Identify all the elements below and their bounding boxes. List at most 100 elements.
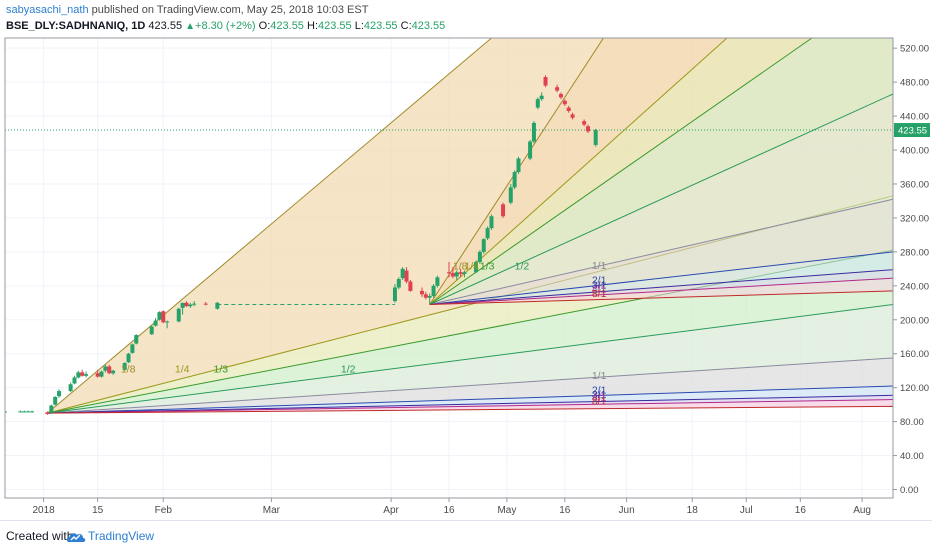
y-tick-label: 240.00	[900, 281, 929, 292]
candle-body	[423, 294, 428, 298]
candle-body	[462, 272, 467, 274]
last-price: 423.55	[148, 20, 183, 32]
fan-label: 8/1	[592, 288, 607, 300]
candle-body	[176, 308, 181, 322]
x-tick-label: May	[497, 505, 516, 516]
y-tick-label: 280.00	[900, 247, 929, 258]
x-tick-label: 16	[559, 505, 571, 516]
candle-body	[458, 272, 463, 274]
candle-body	[570, 114, 575, 118]
candle-body	[431, 285, 436, 297]
last-price-tag	[894, 123, 930, 138]
fan-line	[429, 269, 893, 305]
fan-label: 1/2	[515, 261, 530, 273]
candle-body	[447, 272, 451, 274]
candle-body	[404, 270, 409, 282]
candle-body	[107, 366, 112, 374]
candle-body	[165, 321, 170, 323]
candle-body	[80, 372, 85, 376]
candle-body	[72, 377, 77, 384]
candle-body	[57, 391, 62, 397]
y-tick-label: 40.00	[900, 451, 924, 462]
candle-body	[558, 94, 563, 98]
candle-body	[103, 366, 108, 371]
gann-fans	[47, 38, 893, 414]
x-tick-label: 2018	[32, 505, 55, 516]
published-text: published on TradingView.com, May 25, 20…	[88, 4, 369, 16]
candle-body	[516, 158, 521, 173]
candle-body	[531, 122, 536, 142]
candle-body	[26, 411, 31, 413]
fan-label: 1/4	[175, 363, 190, 375]
candle-body	[95, 373, 100, 377]
fan-label: 1/1	[592, 370, 607, 382]
fan-label: 4/1	[592, 284, 607, 296]
y-tick-label: 400.00	[900, 146, 929, 157]
candle-body	[396, 279, 401, 288]
fan-line	[429, 251, 893, 305]
candlestick-chart[interactable]: 1/8 1/4 1/3 1/21/12/13/14/18/11/81/4 1/3 1/2 1…	[0, 0, 932, 520]
low-value: 423.55	[363, 20, 398, 32]
candle-body	[489, 216, 494, 229]
candle-body	[68, 384, 73, 392]
candle-body	[508, 187, 513, 203]
candle-body	[18, 411, 23, 413]
x-tick-label: Jun	[619, 505, 635, 516]
candle-body	[157, 312, 162, 320]
fan-label: 8/1	[592, 396, 607, 408]
candle-body	[485, 228, 490, 239]
candle-body	[585, 126, 590, 132]
tradingview-cloud-icon	[66, 533, 86, 542]
candle-body	[408, 281, 413, 291]
fan-label: 1/1	[592, 260, 607, 272]
last-price-tag-label: 423.55	[898, 126, 927, 137]
fan-labels: 1/8 1/4 1/3 1/21/12/13/14/18/11/81/4 1/3 1/2 1…	[121, 260, 607, 408]
x-tick-label: 15	[92, 505, 104, 516]
fan-line	[47, 405, 893, 414]
candle-body	[392, 287, 397, 302]
y-tick-label: 120.00	[900, 383, 929, 394]
created-with-text: Created with	[6, 529, 74, 543]
y-axis[interactable]: 0.00 40.00 80.00 120.00 160.00 200.00 240.00 28…	[893, 44, 929, 496]
price-change: +8.30 (+2%)	[195, 20, 256, 32]
chart-header: sabyasachi_nath published on TradingView…	[6, 2, 926, 36]
symbol-name: BSE_DLY:SADHNANIQ, 1D	[6, 20, 146, 32]
candle-body	[53, 397, 58, 405]
fan-label: 1/2	[341, 363, 356, 375]
candle-body	[134, 335, 139, 344]
candle-body	[111, 370, 116, 374]
y-tick-label: 520.00	[900, 44, 929, 55]
fan-line	[47, 385, 893, 414]
fan-label: 3/1	[592, 389, 607, 401]
x-axis[interactable]: 2018 15 Feb Mar Apr 16 May 16 Jun 18 Jul 16 Aug	[32, 498, 871, 516]
tradingview-brand-name: TradingView	[88, 529, 155, 543]
y-tick-label: 0.00	[900, 485, 919, 496]
candle-body	[45, 412, 50, 414]
candle-body	[400, 268, 405, 279]
symbol-line: BSE_DLY:SADHNANIQ, 1D 423.55 ▲+8.30 (+2%…	[6, 18, 926, 34]
y-tick-label: 200.00	[900, 315, 929, 326]
y-tick-label: 480.00	[900, 78, 929, 89]
candle-body	[501, 204, 506, 217]
candle-body	[435, 277, 440, 286]
fan-line	[429, 198, 893, 305]
y-tick-label: 80.00	[900, 417, 924, 428]
candle-body	[427, 296, 432, 298]
fan-line	[47, 399, 893, 414]
author-link[interactable]: sabyasachi_nath	[6, 4, 89, 16]
y-tick-label: 440.00	[900, 112, 929, 123]
candle-body	[84, 374, 89, 376]
candle-body	[419, 290, 424, 295]
candle-body	[188, 304, 193, 307]
candle-body	[593, 130, 598, 145]
fan-label: 3/1	[592, 279, 607, 291]
fan-line	[47, 38, 492, 414]
up-arrow-icon: ▲	[185, 21, 196, 32]
candle-body	[566, 107, 571, 111]
fan-line	[47, 357, 893, 414]
candle-body	[481, 239, 486, 252]
candle-body	[215, 302, 220, 309]
fan-label: 2/1	[592, 385, 607, 397]
candle-body	[76, 372, 81, 378]
candle-body	[184, 302, 189, 307]
